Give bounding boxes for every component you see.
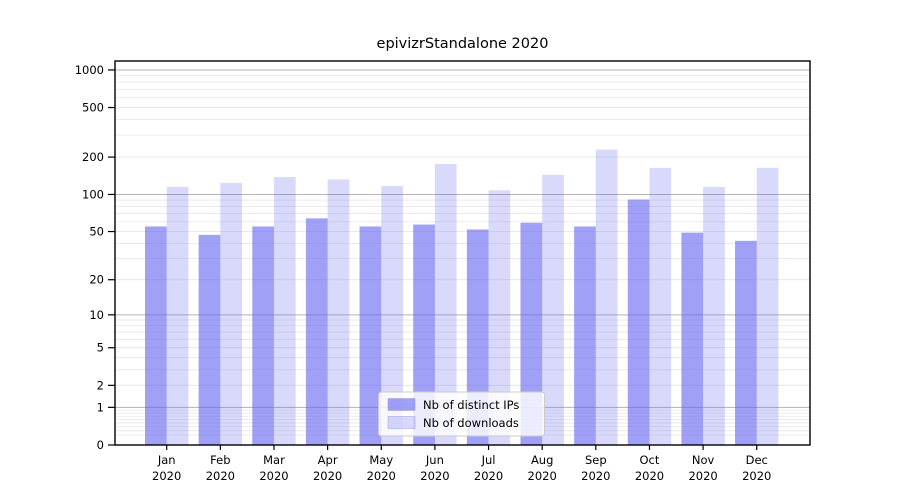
y-axis-tick-label: 1 bbox=[97, 400, 104, 414]
bar-distinct-ips bbox=[574, 226, 596, 445]
bar-downloads bbox=[488, 190, 511, 445]
chart-title: epivizrStandalone 2020 bbox=[376, 36, 549, 52]
x-axis-tick-label-year: 2020 bbox=[742, 469, 771, 483]
legend-swatch-distinct-ips bbox=[387, 398, 416, 411]
x-axis-tick-label-year: 2020 bbox=[528, 469, 557, 483]
x-axis-tick-label-month: Sep bbox=[585, 453, 607, 467]
y-axis-tick-label: 5 bbox=[97, 341, 104, 355]
bar-distinct-ips bbox=[735, 240, 757, 445]
bar-downloads bbox=[166, 186, 189, 445]
bar-distinct-ips bbox=[359, 226, 382, 445]
x-axis-tick-label-month: Feb bbox=[210, 453, 230, 467]
x-axis-tick-label-year: 2020 bbox=[474, 469, 503, 483]
bar-distinct-ips bbox=[145, 226, 167, 445]
x-axis-tick-label-month: Jan bbox=[157, 453, 176, 467]
bar-downloads bbox=[434, 164, 457, 445]
y-axis-tick-label: 500 bbox=[82, 101, 104, 115]
bar-distinct-ips bbox=[466, 229, 489, 445]
x-axis-tick-label-year: 2020 bbox=[206, 469, 235, 483]
x-axis-tick-label-month: Mar bbox=[263, 453, 285, 467]
legend-swatch-downloads bbox=[387, 416, 416, 429]
plot-frame bbox=[114, 60, 811, 446]
y-axis-tick-label: 20 bbox=[89, 273, 104, 287]
y-axis-tick-label: 50 bbox=[89, 225, 104, 239]
bar-downloads bbox=[381, 186, 403, 445]
bar-downloads bbox=[649, 167, 672, 445]
bar-distinct-ips bbox=[627, 199, 650, 445]
bar-downloads bbox=[327, 179, 350, 445]
x-axis-tick-label-year: 2020 bbox=[313, 469, 342, 483]
x-axis-tick-label-month: Jun bbox=[425, 453, 444, 467]
x-axis-tick-label-year: 2020 bbox=[635, 469, 664, 483]
y-axis-tick-label: 10 bbox=[89, 308, 104, 322]
x-axis-tick-label-month: Jul bbox=[481, 453, 496, 467]
legend-box bbox=[378, 391, 545, 437]
bar-distinct-ips bbox=[252, 226, 274, 445]
bar-distinct-ips bbox=[305, 218, 328, 445]
bar-downloads bbox=[756, 167, 779, 445]
bar-distinct-ips bbox=[413, 224, 435, 445]
x-axis-tick-label-month: Apr bbox=[318, 453, 338, 467]
bar-distinct-ips bbox=[520, 222, 543, 445]
x-axis-tick-label-month: Oct bbox=[640, 453, 660, 467]
bar-downloads bbox=[220, 182, 243, 446]
x-axis-tick-label-month: Aug bbox=[531, 453, 553, 467]
bar-downloads bbox=[703, 186, 725, 445]
x-axis-tick-label-year: 2020 bbox=[259, 469, 288, 483]
bar-distinct-ips bbox=[198, 234, 221, 445]
bar-downloads bbox=[273, 177, 296, 445]
legend-label-downloads: Nb of downloads bbox=[423, 416, 519, 430]
bar-downloads bbox=[542, 174, 564, 446]
x-axis-tick-label-month: Nov bbox=[692, 453, 715, 467]
y-axis-tick-label: 200 bbox=[82, 150, 104, 164]
legend-label-distinct-ips: Nb of distinct IPs bbox=[423, 398, 519, 412]
bar-distinct-ips bbox=[681, 232, 704, 445]
x-axis-tick-label-year: 2020 bbox=[420, 469, 449, 483]
y-axis-tick-label: 1000 bbox=[75, 63, 104, 77]
y-axis-tick-label: 2 bbox=[97, 378, 104, 392]
x-axis-tick-label-year: 2020 bbox=[688, 469, 717, 483]
x-axis-tick-label-year: 2020 bbox=[367, 469, 396, 483]
x-axis-tick-label-year: 2020 bbox=[152, 469, 181, 483]
y-axis-tick-label: 0 bbox=[97, 438, 104, 452]
x-axis-tick-label-year: 2020 bbox=[581, 469, 610, 483]
bar-downloads bbox=[595, 149, 618, 445]
x-axis-tick-label-month: Dec bbox=[746, 453, 768, 467]
y-axis-tick-label: 100 bbox=[82, 187, 104, 201]
x-axis-tick-label-month: May bbox=[369, 453, 393, 467]
